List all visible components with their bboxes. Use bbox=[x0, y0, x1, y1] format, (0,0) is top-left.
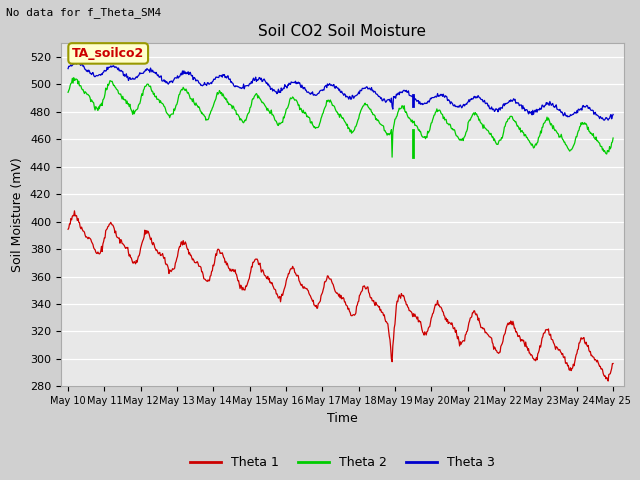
Theta 1 bbox=[229, 266, 237, 272]
Text: TA_soilco2: TA_soilco2 bbox=[72, 47, 144, 60]
Theta 3 bbox=[64, 66, 72, 72]
Theta 3 bbox=[129, 75, 136, 81]
Theta 2 bbox=[398, 103, 406, 108]
Title: Soil CO2 Soil Moisture: Soil CO2 Soil Moisture bbox=[259, 24, 426, 39]
Theta 2 bbox=[276, 121, 284, 127]
Theta 1 bbox=[256, 260, 264, 266]
Text: No data for f_Theta_SM4: No data for f_Theta_SM4 bbox=[6, 7, 162, 18]
Theta 3 bbox=[229, 80, 237, 86]
Theta 2 bbox=[256, 96, 264, 101]
Theta 3 bbox=[74, 57, 82, 63]
Legend: Theta 1, Theta 2, Theta 3: Theta 1, Theta 2, Theta 3 bbox=[185, 451, 500, 474]
Y-axis label: Soil Moisture (mV): Soil Moisture (mV) bbox=[12, 157, 24, 272]
Theta 2 bbox=[229, 103, 237, 109]
Theta 1 bbox=[428, 313, 436, 319]
Theta 2 bbox=[70, 75, 77, 81]
Theta 3 bbox=[256, 75, 264, 81]
Line: Theta 2: Theta 2 bbox=[68, 78, 613, 157]
Theta 1 bbox=[64, 227, 72, 232]
Theta 1 bbox=[70, 208, 78, 214]
Theta 3 bbox=[604, 117, 612, 123]
Theta 2 bbox=[429, 117, 436, 123]
Theta 3 bbox=[276, 90, 284, 96]
X-axis label: Time: Time bbox=[327, 412, 358, 425]
Line: Theta 1: Theta 1 bbox=[68, 211, 613, 381]
Theta 2 bbox=[609, 135, 617, 141]
Theta 1 bbox=[604, 378, 612, 384]
Theta 3 bbox=[397, 89, 405, 95]
Theta 3 bbox=[609, 111, 617, 117]
Line: Theta 3: Theta 3 bbox=[68, 60, 613, 120]
Theta 2 bbox=[388, 154, 396, 160]
Theta 1 bbox=[129, 260, 136, 266]
Theta 2 bbox=[129, 111, 136, 117]
Theta 1 bbox=[609, 360, 617, 366]
Theta 2 bbox=[64, 89, 72, 95]
Theta 3 bbox=[428, 95, 436, 100]
Theta 1 bbox=[276, 299, 284, 305]
Theta 1 bbox=[397, 291, 405, 297]
